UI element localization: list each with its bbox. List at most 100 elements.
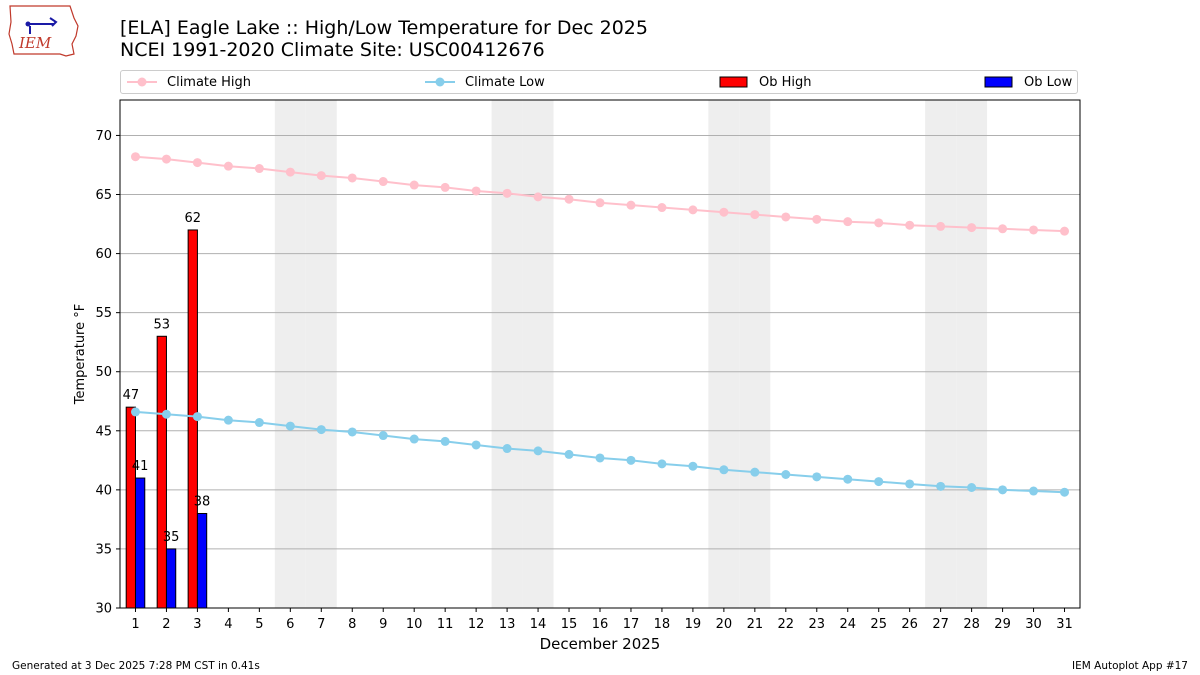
x-tick-label: 31 [1056, 617, 1073, 632]
x-tick-label: 17 [623, 617, 640, 632]
x-tick-label: 28 [963, 617, 980, 632]
legend-marker-ob-low [984, 76, 1013, 88]
x-tick-label: 20 [716, 617, 733, 632]
climate-high-point [533, 192, 543, 202]
climate-high-point [316, 171, 326, 181]
ob-low-bar [165, 548, 177, 609]
legend-label-climate-low: Climate Low [465, 74, 545, 90]
chart-title: [ELA] Eagle Lake :: High/Low Temperature… [120, 17, 648, 39]
ob-low-bar [196, 512, 208, 609]
x-tick-label: 29 [994, 617, 1011, 632]
climate-high-point [905, 220, 915, 230]
ob-high-bar [156, 335, 167, 609]
x-tick-label: 26 [901, 617, 918, 632]
climate-high-point [471, 186, 481, 196]
climate-high-point [502, 188, 512, 198]
climate-high-point [719, 207, 729, 217]
climate-low-point [843, 474, 853, 484]
x-tick-label: 25 [870, 617, 887, 632]
climate-high-point [378, 177, 388, 187]
climate-high-point [874, 218, 884, 228]
climate-high-point [564, 194, 574, 204]
climate-low-point [502, 444, 512, 454]
y-tick-label: 70 [95, 129, 112, 144]
climate-low-point [440, 436, 450, 446]
x-tick-label: 30 [1025, 617, 1042, 632]
climate-low-point [161, 409, 171, 419]
x-tick-label: 7 [317, 617, 325, 632]
x-tick-label: 1 [131, 617, 139, 632]
x-tick-label: 14 [530, 617, 547, 632]
x-tick-label: 11 [437, 617, 454, 632]
climate-low-point [719, 465, 729, 475]
climate-high-point [440, 182, 450, 192]
climate-low-point [688, 461, 698, 471]
climate-low-point [626, 455, 636, 465]
climate-high-point [595, 198, 605, 208]
x-tick-label: 23 [809, 617, 826, 632]
x-tick-label: 22 [778, 617, 795, 632]
climate-low-point [595, 453, 605, 463]
x-tick-label: 19 [685, 617, 702, 632]
ob-low-label: 41 [132, 459, 149, 474]
iem-logo: IEM [8, 5, 79, 57]
climate-high-point [936, 221, 946, 231]
climate-high-point [688, 205, 698, 215]
climate-low-point [223, 415, 233, 425]
x-tick-label: 8 [348, 617, 356, 632]
climate-high-point [347, 173, 357, 183]
ob-low-label: 35 [163, 530, 180, 545]
chart-legend: Climate High Climate Low Ob High Ob Low [120, 70, 1078, 94]
climate-low-point [347, 427, 357, 437]
climate-low-point [533, 446, 543, 456]
climate-high-point [781, 212, 791, 222]
climate-low-point [316, 425, 326, 435]
ob-high-label: 53 [154, 317, 171, 332]
weekend-shade [522, 100, 554, 608]
climate-high-point [750, 210, 760, 220]
legend-label-ob-high: Ob High [759, 74, 812, 90]
x-tick-label: 16 [592, 617, 609, 632]
x-tick-label: 10 [406, 617, 423, 632]
climate-low-point [1029, 486, 1039, 496]
climate-lines [130, 152, 1070, 497]
x-tick-label: 15 [561, 617, 578, 632]
y-tick-label: 45 [95, 424, 112, 439]
weekend-shade [305, 100, 337, 608]
x-tick-label: 6 [286, 617, 294, 632]
climate-low-point [254, 418, 264, 428]
climate-low-point [192, 412, 202, 422]
x-tick-label: 9 [379, 617, 387, 632]
climate-low-point [750, 467, 760, 477]
x-tick-label: 2 [162, 617, 170, 632]
x-tick-label: 5 [255, 617, 263, 632]
ob-high-bar [125, 406, 136, 609]
chart-subtitle: NCEI 1991-2020 Climate Site: USC00412676 [120, 39, 545, 61]
legend-marker-ob-high [719, 76, 748, 88]
climate-high-point [161, 154, 171, 164]
climate-low-point [812, 472, 822, 482]
climate-low-point [564, 449, 574, 459]
ob-high-label: 62 [185, 211, 202, 226]
climate-low-point [936, 481, 946, 491]
weekend-shade [274, 100, 306, 608]
x-axis-label: December 2025 [540, 635, 661, 653]
climate-high-point [130, 152, 140, 162]
ob-low-bar [134, 477, 146, 609]
climate-low-point [285, 421, 295, 431]
weekend-shade [491, 100, 523, 608]
climate-high-point [409, 180, 419, 190]
legend-marker-climate-high [127, 77, 157, 87]
weekend-shade [956, 100, 988, 608]
weekend-shade [739, 100, 771, 608]
climate-low-point [967, 482, 977, 492]
legend-label-ob-low: Ob Low [1024, 74, 1073, 90]
legend-item-climate-high: Climate High [127, 71, 251, 93]
climate-high-point [1060, 226, 1070, 236]
climate-high-point [967, 223, 977, 233]
climate-low-point [874, 477, 884, 487]
climate-high-point [285, 167, 295, 177]
x-tick-label: 13 [499, 617, 516, 632]
climate-low-point [471, 440, 481, 450]
